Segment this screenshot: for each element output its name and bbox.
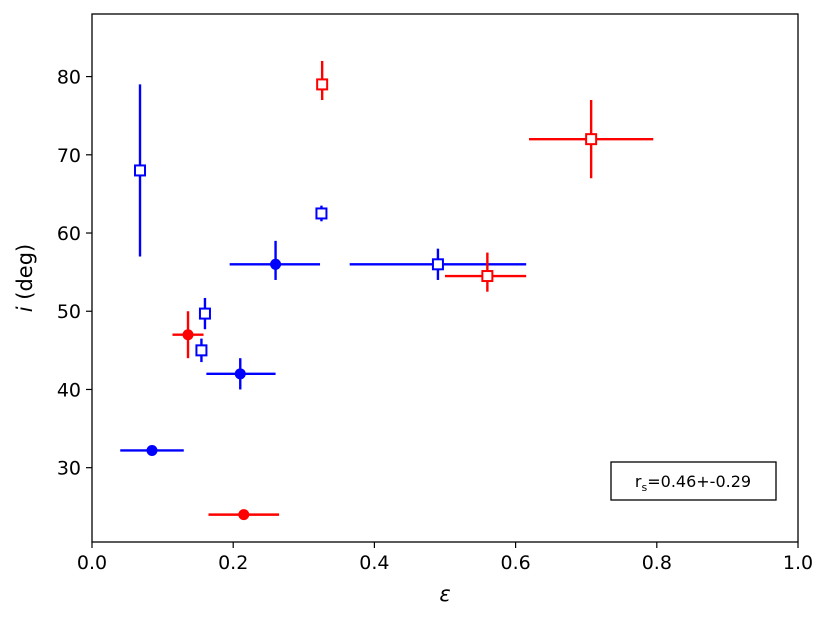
annotation-subscript: s — [642, 481, 648, 494]
marker-filled-circle — [182, 329, 194, 341]
x-axis-ticks: 0.0 0.2 0.4 0.6 0.8 1.0 — [77, 542, 813, 574]
series-2 — [172, 311, 280, 521]
marker-open-square — [195, 344, 208, 357]
data-point — [349, 248, 527, 280]
data-point — [120, 444, 184, 456]
x-tick-label: 0.4 — [359, 552, 389, 574]
marker-filled-circle — [146, 444, 158, 456]
annotation-box — [610, 461, 777, 501]
data-point — [316, 60, 329, 101]
y-tick-label: 40 — [57, 379, 81, 401]
data-point — [229, 240, 321, 280]
y-tick-label: 80 — [57, 67, 81, 89]
y-axis-label: i (deg) — [13, 244, 37, 313]
y-axis-ticks: 30 40 50 60 70 80 — [57, 67, 92, 480]
annotation-text: rs=0.46+-0.29 — [635, 472, 751, 494]
x-tick-label: 0.6 — [500, 552, 530, 574]
marker-open-square — [481, 270, 494, 283]
marker-filled-circle — [238, 509, 250, 521]
x-axis-label: ε — [439, 582, 450, 606]
plot-frame — [91, 13, 799, 543]
marker-filled-circle — [234, 368, 246, 380]
series-1 — [134, 84, 527, 363]
data-point — [198, 297, 211, 330]
y-tick-label: 30 — [57, 458, 81, 480]
x-tick-label: 1.0 — [783, 552, 813, 574]
data-point — [134, 84, 147, 257]
data-point — [172, 311, 204, 359]
annotation-r: r — [635, 472, 642, 491]
y-axis-label-unit: (deg) — [13, 244, 37, 307]
data-point — [208, 509, 280, 521]
data-point — [529, 100, 654, 179]
annotation-value: =0.46+-0.29 — [647, 472, 751, 491]
x-tick-label: 0.8 — [642, 552, 672, 574]
marker-open-square — [585, 133, 598, 146]
x-tick-label: 0.2 — [218, 552, 248, 574]
y-axis-label-symbol: i — [13, 306, 37, 312]
data-point — [445, 252, 527, 292]
data-marks — [120, 60, 654, 521]
series-0 — [120, 240, 321, 456]
series-3 — [316, 60, 654, 292]
marker-open-square — [198, 307, 211, 320]
data-point — [206, 358, 276, 390]
marker-open-square — [431, 258, 444, 271]
x-tick-label: 0.0 — [77, 552, 107, 574]
y-tick-label: 50 — [57, 301, 81, 323]
data-point — [195, 338, 208, 363]
correlation-annotation: rs=0.46+-0.29 — [610, 461, 777, 501]
marker-filled-circle — [270, 258, 282, 270]
y-tick-label: 60 — [57, 223, 81, 245]
marker-open-square — [316, 78, 329, 91]
data-point — [315, 205, 328, 222]
marker-open-square — [315, 207, 328, 220]
marker-open-square — [134, 164, 147, 177]
y-tick-label: 70 — [57, 145, 81, 167]
